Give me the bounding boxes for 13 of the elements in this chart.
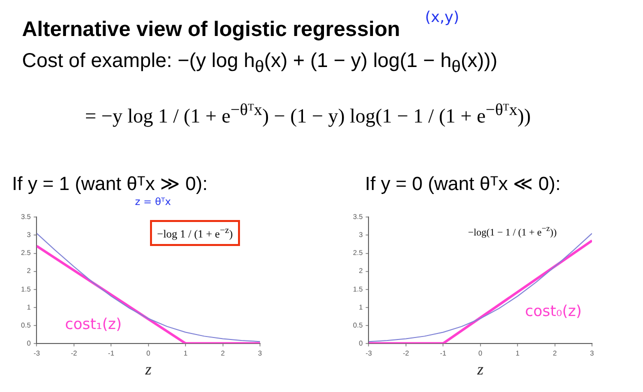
text: z = θᵀx xyxy=(135,197,171,208)
text: (x,y) xyxy=(425,8,460,26)
x-axis-title: z xyxy=(144,362,152,379)
chart-subtitle: If y = 0 (want θᵀx ≪ 0): xyxy=(365,173,561,196)
chart-subtitle: If y = 1 (want θᵀx ≫ 0): xyxy=(12,173,208,196)
annotation: −log 1 / (1 + e$^{−z}$) xyxy=(150,220,240,246)
x-axis-title: z xyxy=(476,362,484,379)
text: Cost of example: −(y log h$_{θ}$(x) + (1 − y) log(1 − h$_{θ}$(x))) xyxy=(22,50,498,77)
annotation: cost₀(z) xyxy=(525,302,582,320)
text: = −y log 1 / (1 + e$^{−θᵀx}$) − (1 − y) log(1 − 1 / (1 + e$^{−θᵀx}$)) xyxy=(85,100,531,129)
annotation: cost₁(z) xyxy=(65,315,122,333)
annotation: −log(1 − 1 / (1 + e$^{−z}$)) xyxy=(468,224,557,238)
chart-title: Alternative view of logistic regression xyxy=(22,18,400,42)
